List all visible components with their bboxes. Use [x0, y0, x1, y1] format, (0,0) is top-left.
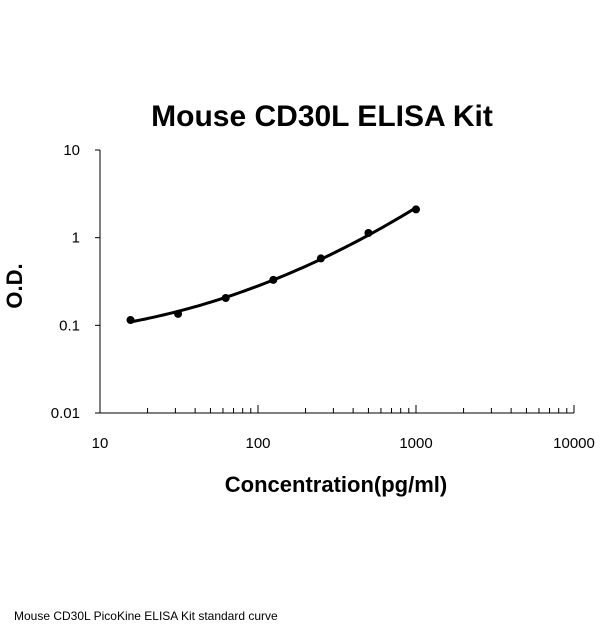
- data-point: [126, 316, 135, 325]
- y-tick-label: 0.01: [51, 405, 80, 422]
- x-tick-label: 10: [92, 435, 109, 452]
- y-tick-label: 10: [63, 142, 80, 159]
- series-points-group: [126, 205, 420, 325]
- data-point: [316, 254, 325, 263]
- y-tick-labels: 0.01 0.1 1 10: [51, 142, 80, 422]
- data-point: [364, 229, 373, 238]
- figure-caption: Mouse CD30L PicoKine ELISA Kit standard …: [14, 609, 278, 623]
- y-tick-label: 1: [72, 230, 80, 247]
- x-tick-label: 10000: [553, 435, 595, 452]
- series-curve: [129, 206, 418, 324]
- data-point: [269, 275, 278, 284]
- x-tick-label: 100: [245, 435, 270, 452]
- x-axis-title: Concentration(pg/ml): [225, 472, 447, 497]
- data-point: [221, 294, 230, 303]
- y-tick-label: 0.1: [59, 317, 80, 334]
- data-point: [174, 309, 183, 318]
- series-line-group: [129, 206, 418, 324]
- x-ticks: [99, 405, 575, 413]
- x-tick-labels: 10 100 1000 10000: [92, 435, 595, 452]
- y-axis-title: O.D.: [2, 263, 27, 308]
- x-tick-label: 1000: [399, 435, 432, 452]
- data-point: [412, 205, 420, 214]
- y-ticks: [95, 149, 100, 414]
- plot-area: 0.01 0.1 1 10 10 100 1000 10000: [51, 142, 595, 452]
- chart-title: Mouse CD30L ELISA Kit: [151, 100, 493, 133]
